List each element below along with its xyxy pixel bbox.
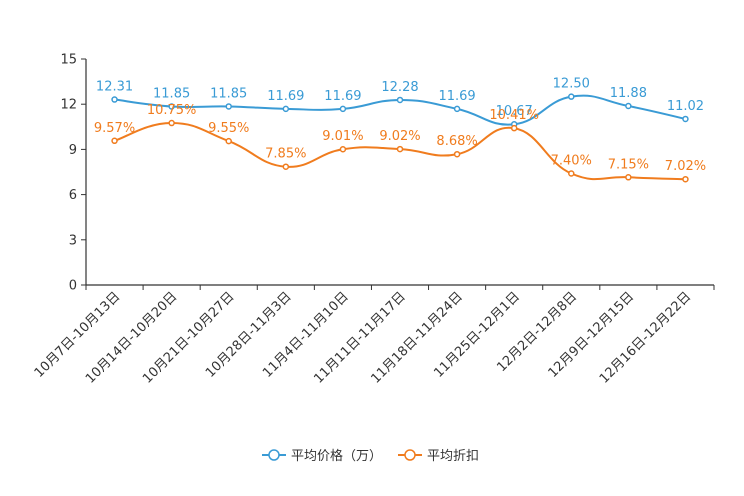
y-tick-label: 9 (69, 143, 77, 158)
data-label: 10.75% (147, 103, 197, 118)
data-point[interactable] (339, 145, 347, 153)
data-point[interactable] (453, 150, 461, 158)
data-point[interactable] (168, 103, 175, 110)
data-label: 7.15% (608, 157, 649, 172)
data-point[interactable] (111, 137, 118, 145)
data-label: 9.01% (322, 129, 363, 144)
data-label: 8.68% (436, 134, 477, 149)
y-tick-label: 15 (60, 53, 77, 68)
data-point[interactable] (510, 124, 518, 132)
data-label: 11.69 (324, 89, 361, 104)
data-point[interactable] (396, 96, 404, 104)
data-label: 12.31 (96, 80, 133, 95)
data-label: 9.02% (379, 129, 420, 144)
data-point[interactable] (225, 137, 232, 145)
data-point[interactable] (282, 105, 290, 113)
data-label: 10.67 (496, 104, 533, 119)
data-point[interactable] (282, 163, 290, 170)
data-label: 7.85% (265, 147, 306, 162)
data-label: 11.69 (267, 89, 304, 104)
legend-label: 平均折扣 (427, 449, 479, 464)
data-label: 11.88 (610, 86, 647, 101)
data-point[interactable] (111, 96, 118, 103)
legend-circle-icon (404, 449, 416, 461)
legend-circle-icon (268, 449, 280, 461)
y-tick-label: 6 (69, 188, 77, 203)
data-point[interactable] (168, 119, 175, 127)
series-layer: 12.31 11.85 11.85 11.69 11.69 12.28 11.69 10.67… (94, 77, 706, 183)
data-label: 9.57% (94, 121, 135, 136)
legend-label: 平均价格（万） (291, 448, 382, 464)
legend[interactable]: 平均价格（万） 平均折扣 (262, 448, 479, 464)
legend-item-2[interactable]: 平均折扣 (398, 449, 479, 464)
y-tick-label: 12 (60, 98, 77, 113)
data-point[interactable] (682, 175, 689, 183)
x-axis: 10月7日-10月13日10月14日-10月20日10月21日-10月27日10… (32, 284, 715, 387)
data-label: 7.02% (665, 159, 706, 174)
data-label: 7.40% (551, 154, 592, 169)
data-label: 12.50 (553, 77, 590, 92)
data-label: 12.28 (381, 80, 418, 95)
y-tick-label: 0 (69, 279, 77, 294)
data-label: 9.55% (208, 121, 249, 136)
data-point[interactable] (339, 105, 347, 113)
data-point[interactable] (568, 93, 575, 100)
data-label: 11.69 (438, 89, 475, 104)
data-label: 10.41% (489, 108, 539, 123)
y-axis: 0 3 6 9 12 15 (60, 53, 87, 294)
data-label: 11.85 (153, 86, 190, 101)
series-1: 12.31 11.85 11.85 11.69 11.69 12.28 11.69 10.67… (96, 77, 704, 128)
data-point[interactable] (682, 115, 689, 123)
data-point[interactable] (568, 170, 575, 177)
data-point[interactable] (625, 174, 632, 181)
series-2: 9.57% 10.75% 9.55% 7.85% 9.01% 9.02% 8.68% 10.4… (94, 103, 706, 183)
data-point[interactable] (625, 102, 632, 110)
data-label: 11.02 (667, 99, 704, 114)
y-tick-label: 3 (69, 233, 77, 248)
data-point[interactable] (225, 103, 232, 110)
data-point[interactable] (453, 105, 461, 113)
data-point[interactable] (396, 145, 404, 153)
data-label: 11.85 (210, 86, 247, 101)
legend-item-1[interactable]: 平均价格（万） (262, 448, 382, 464)
